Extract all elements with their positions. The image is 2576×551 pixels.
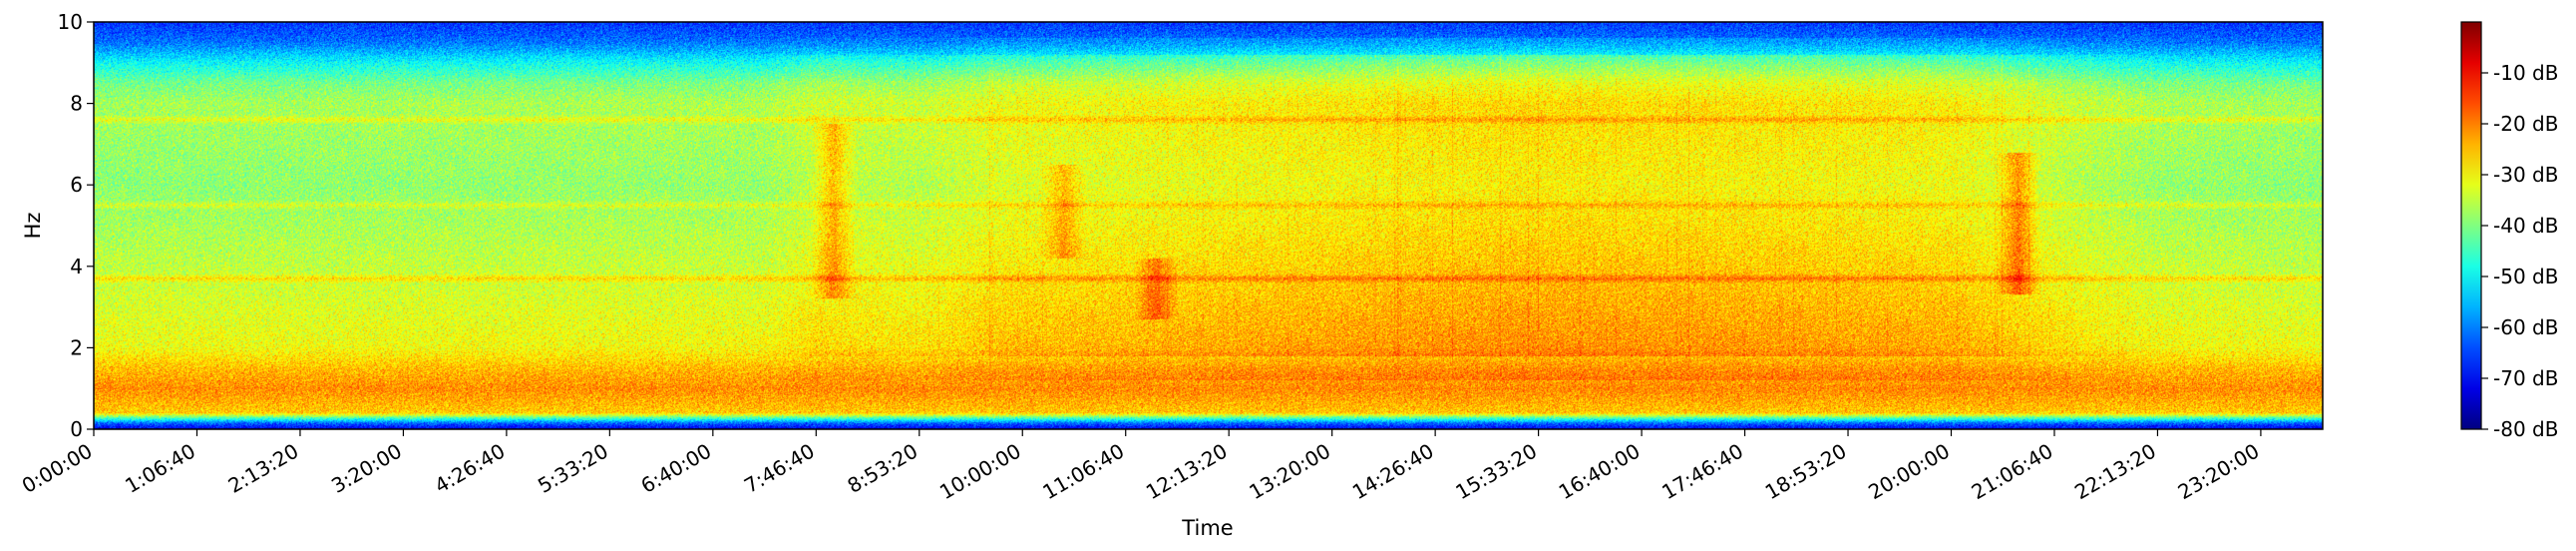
x-tick-label: 6:40:00	[637, 439, 716, 498]
y-axis-title: Hz	[21, 213, 45, 240]
colorbar-tick-label: -30 dB	[2493, 163, 2558, 187]
x-tick-label: 13:20:00	[1245, 439, 1334, 505]
x-tick-label: 7:46:40	[740, 439, 819, 498]
x-tick-label: 21:06:40	[1968, 439, 2057, 505]
y-tick-label: 0	[70, 417, 83, 441]
colorbar-tick-label: -20 dB	[2493, 112, 2558, 136]
x-tick-label: 3:20:00	[327, 439, 406, 498]
spectrogram-heatmap	[94, 22, 2323, 429]
x-tick-label: 18:53:20	[1761, 439, 1851, 505]
x-tick-label: 16:40:00	[1555, 439, 1645, 505]
x-tick-label: 20:00:00	[1864, 439, 1954, 505]
colorbar: -80 dB -70 dB -60 dB -50 dB -40 dB -30 dB -20 …	[2460, 21, 2558, 441]
x-tick-label: 10:00:00	[935, 439, 1025, 505]
x-tick-label: 14:26:40	[1348, 439, 1438, 505]
y-tick-label: 8	[70, 92, 83, 116]
colorbar-gradient	[2460, 21, 2482, 430]
x-tick-label: 8:53:20	[843, 439, 921, 498]
colorbar-ticks: -80 dB -70 dB -60 dB -50 dB -40 dB -30 dB -20 …	[2481, 61, 2558, 441]
x-tick-label: 5:33:20	[534, 439, 612, 498]
x-tick-label: 1:06:40	[121, 439, 199, 498]
x-tick-label: 23:20:00	[2174, 439, 2264, 505]
y-tick-label: 6	[70, 173, 83, 197]
colorbar-tick-label: -60 dB	[2493, 315, 2558, 339]
colorbar-tick-label: -70 dB	[2493, 366, 2558, 390]
y-tick-label: 10	[58, 10, 83, 34]
y-tick-label: 2	[70, 335, 83, 359]
x-tick-label: 22:13:20	[2070, 439, 2160, 505]
x-tick-label: 0:00:00	[18, 439, 97, 498]
colorbar-tick-label: -50 dB	[2493, 265, 2558, 288]
y-axis: 0 2 4 6 8 10	[58, 10, 94, 441]
colorbar-tick-label: -40 dB	[2493, 214, 2558, 238]
x-tick-label: 11:06:40	[1038, 439, 1128, 505]
y-tick-label: 4	[70, 255, 83, 278]
x-tick-label: 15:33:20	[1451, 439, 1541, 505]
x-tick-label: 17:46:40	[1657, 439, 1747, 505]
x-axis-title: Time	[1181, 516, 1233, 540]
x-tick-label: 2:13:20	[224, 439, 303, 498]
colorbar-tick-label: -10 dB	[2493, 61, 2558, 85]
x-tick-label: 4:26:40	[431, 439, 510, 498]
plot-frame	[93, 21, 2324, 430]
x-tick-label: 12:13:20	[1142, 439, 1232, 505]
colorbar-tick-label: -80 dB	[2493, 417, 2558, 441]
x-axis: 0:00:00 1:06:40 2:13:20 3:20:00 4:26:40 5:33:…	[18, 429, 2264, 505]
